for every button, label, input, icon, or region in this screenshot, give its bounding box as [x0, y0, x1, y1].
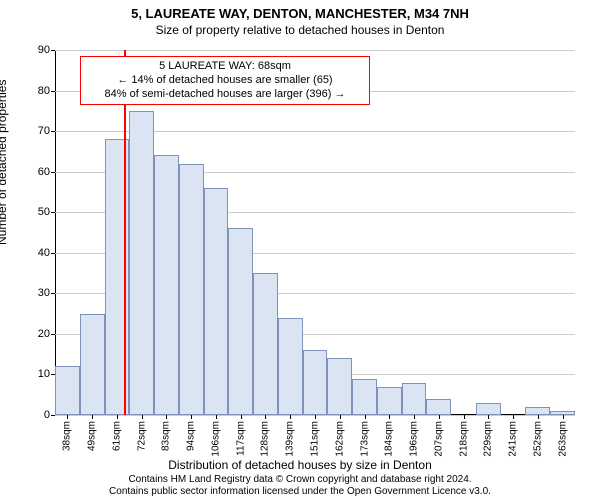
y-tick-mark: [51, 212, 55, 213]
x-tick-label: 72sqm: [136, 421, 147, 451]
histogram-bar: [228, 228, 253, 415]
chart-title: 5, LAUREATE WAY, DENTON, MANCHESTER, M34…: [0, 6, 600, 21]
x-tick-mark: [464, 415, 465, 419]
histogram-bar: [80, 314, 105, 415]
x-axis-label: Distribution of detached houses by size …: [0, 458, 600, 472]
x-tick-label: 139sqm: [285, 421, 296, 457]
annotation-box: 5 LAUREATE WAY: 68sqm← 14% of detached h…: [80, 56, 370, 105]
y-tick-label: 50: [38, 206, 50, 218]
x-tick-label: 241sqm: [508, 421, 519, 457]
x-tick-label: 61sqm: [111, 421, 122, 451]
x-tick-mark: [241, 415, 242, 419]
histogram-bar: [525, 407, 550, 415]
x-tick-label: 184sqm: [384, 421, 395, 457]
x-tick-label: 94sqm: [186, 421, 197, 451]
x-tick-mark: [67, 415, 68, 419]
histogram-bar: [303, 350, 328, 415]
histogram-bar: [179, 164, 204, 415]
x-tick-mark: [142, 415, 143, 419]
histogram-bar: [55, 366, 80, 415]
x-tick-mark: [340, 415, 341, 419]
histogram-bar: [377, 387, 402, 415]
histogram-bar: [278, 318, 303, 415]
plot-area: 010203040506070809038sqm49sqm61sqm72sqm8…: [55, 50, 575, 415]
histogram-bar: [327, 358, 352, 415]
attribution-line-1: Contains HM Land Registry data © Crown c…: [0, 474, 600, 486]
x-tick-label: 207sqm: [433, 421, 444, 457]
y-tick-label: 60: [38, 166, 50, 178]
chart-subtitle: Size of property relative to detached ho…: [0, 23, 600, 37]
y-tick-label: 20: [38, 328, 50, 340]
x-tick-label: 229sqm: [483, 421, 494, 457]
x-tick-mark: [290, 415, 291, 419]
x-tick-mark: [538, 415, 539, 419]
y-tick-label: 0: [44, 409, 50, 421]
x-tick-mark: [117, 415, 118, 419]
attribution-line-2: Contains public sector information licen…: [0, 486, 600, 498]
x-tick-mark: [414, 415, 415, 419]
x-tick-mark: [563, 415, 564, 419]
x-tick-mark: [265, 415, 266, 419]
x-tick-label: 83sqm: [161, 421, 172, 451]
y-tick-mark: [51, 91, 55, 92]
x-tick-mark: [166, 415, 167, 419]
y-tick-mark: [51, 172, 55, 173]
y-axis-line: [55, 50, 56, 415]
y-tick-label: 70: [38, 125, 50, 137]
chart-title-block: 5, LAUREATE WAY, DENTON, MANCHESTER, M34…: [0, 6, 600, 37]
x-tick-label: 162sqm: [334, 421, 345, 457]
x-tick-mark: [439, 415, 440, 419]
x-tick-mark: [513, 415, 514, 419]
y-tick-label: 90: [38, 44, 50, 56]
x-tick-mark: [216, 415, 217, 419]
y-tick-mark: [51, 253, 55, 254]
x-tick-label: 218sqm: [458, 421, 469, 457]
histogram-bar: [476, 403, 501, 415]
y-axis-label: Number of detached properties: [0, 80, 9, 245]
x-tick-mark: [488, 415, 489, 419]
histogram-bar: [154, 155, 179, 415]
histogram-bar: [402, 383, 427, 415]
annotation-line-1: ← 14% of detached houses are smaller (65…: [87, 74, 363, 88]
x-tick-mark: [92, 415, 93, 419]
histogram-bar: [129, 111, 154, 415]
x-tick-label: 128sqm: [260, 421, 271, 457]
y-tick-mark: [51, 50, 55, 51]
y-tick-mark: [51, 334, 55, 335]
x-tick-label: 151sqm: [310, 421, 321, 457]
x-tick-label: 38sqm: [62, 421, 73, 451]
y-tick-label: 30: [38, 287, 50, 299]
y-tick-mark: [51, 131, 55, 132]
y-tick-label: 80: [38, 85, 50, 97]
x-tick-mark: [191, 415, 192, 419]
annotation-title: 5 LAUREATE WAY: 68sqm: [87, 60, 363, 74]
histogram-bar: [426, 399, 451, 415]
y-tick-mark: [51, 293, 55, 294]
x-tick-label: 117sqm: [235, 421, 246, 456]
x-tick-mark: [365, 415, 366, 419]
x-tick-label: 106sqm: [210, 421, 221, 457]
histogram-bar: [352, 379, 377, 416]
y-tick-label: 40: [38, 247, 50, 259]
y-tick-label: 10: [38, 368, 50, 380]
x-tick-label: 263sqm: [557, 421, 568, 457]
histogram-bar: [204, 188, 229, 415]
attribution-text: Contains HM Land Registry data © Crown c…: [0, 474, 600, 497]
x-tick-label: 252sqm: [532, 421, 543, 457]
annotation-line-2: 84% of semi-detached houses are larger (…: [87, 88, 363, 102]
x-tick-mark: [389, 415, 390, 419]
x-tick-label: 173sqm: [359, 421, 370, 457]
y-tick-mark: [51, 415, 55, 416]
x-tick-mark: [315, 415, 316, 419]
histogram-bar: [253, 273, 278, 415]
x-tick-label: 196sqm: [409, 421, 420, 457]
x-tick-label: 49sqm: [87, 421, 98, 451]
grid-line: [55, 50, 575, 51]
